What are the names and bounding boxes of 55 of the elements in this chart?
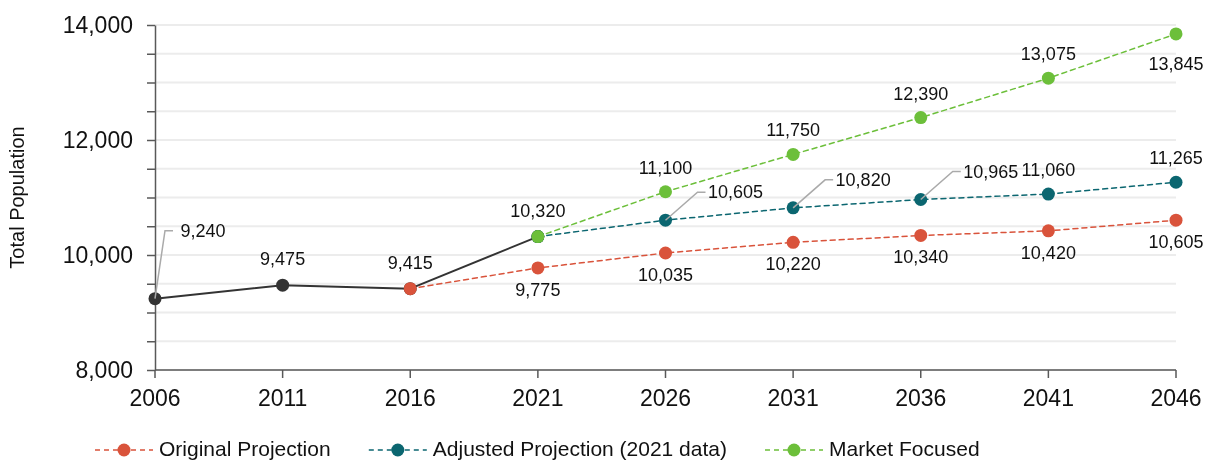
data-label: 10,220 (765, 254, 821, 275)
y-tick-label: 14,000 (62, 11, 133, 38)
data-label: 9,415 (387, 252, 433, 273)
x-tick-label: 2041 (1022, 385, 1074, 411)
point (659, 213, 672, 227)
point (786, 201, 800, 215)
data-label: 9,475 (260, 249, 306, 270)
data-label: 10,340 (893, 247, 949, 268)
point (786, 235, 800, 249)
data-label: 10,035 (637, 264, 694, 285)
data-label: 11,750 (766, 120, 820, 141)
x-tick-label: 2036 (895, 385, 947, 411)
data-label: 11,100 (638, 157, 693, 178)
point (1041, 224, 1055, 238)
x-tick-label: 2016 (384, 385, 436, 411)
data-label: 9,775 (515, 279, 561, 300)
x-tick-label: 2011 (257, 385, 308, 411)
x-tick-label: 2021 (512, 385, 564, 411)
data-label: 9,240 (180, 220, 226, 241)
point (1169, 175, 1183, 189)
data-label: 12,390 (893, 83, 949, 104)
point (531, 261, 545, 275)
data-label: 13,845 (1148, 53, 1204, 74)
data-label: 10,965 (963, 161, 1019, 182)
x-tick-label: 2031 (767, 385, 819, 411)
data-label: 10,420 (1020, 242, 1076, 263)
point (914, 193, 928, 207)
y-tick-label: 8,000 (75, 356, 133, 383)
legend-label: Adjusted Projection (2021 data) (432, 437, 727, 460)
point (914, 228, 928, 242)
point (276, 278, 290, 292)
point (148, 292, 162, 306)
x-tick-label: 2046 (1150, 385, 1202, 411)
point (914, 111, 928, 125)
y-axis-title: Total Population (6, 126, 28, 269)
data-label: 10,605 (707, 182, 764, 203)
point (659, 185, 672, 199)
point (1041, 187, 1055, 201)
data-label: 10,605 (1148, 232, 1204, 253)
point (659, 246, 672, 260)
legend-label: Market Focused (829, 437, 980, 460)
point (1041, 71, 1055, 85)
point (786, 147, 800, 161)
x-tick-label: 2026 (639, 385, 692, 411)
data-label: 10,820 (835, 169, 891, 190)
y-tick-label: 10,000 (62, 241, 133, 268)
data-label: 13,075 (1020, 44, 1076, 65)
x-tick-label: 2006 (129, 385, 181, 411)
data-label: 11,060 (1021, 160, 1076, 181)
data-label: 10,320 (510, 200, 566, 221)
point (1169, 27, 1183, 41)
point (1169, 213, 1183, 227)
y-tick-label: 12,000 (62, 126, 133, 153)
legend-label: Original Projection (159, 437, 331, 460)
data-label: 11,265 (1149, 148, 1203, 169)
